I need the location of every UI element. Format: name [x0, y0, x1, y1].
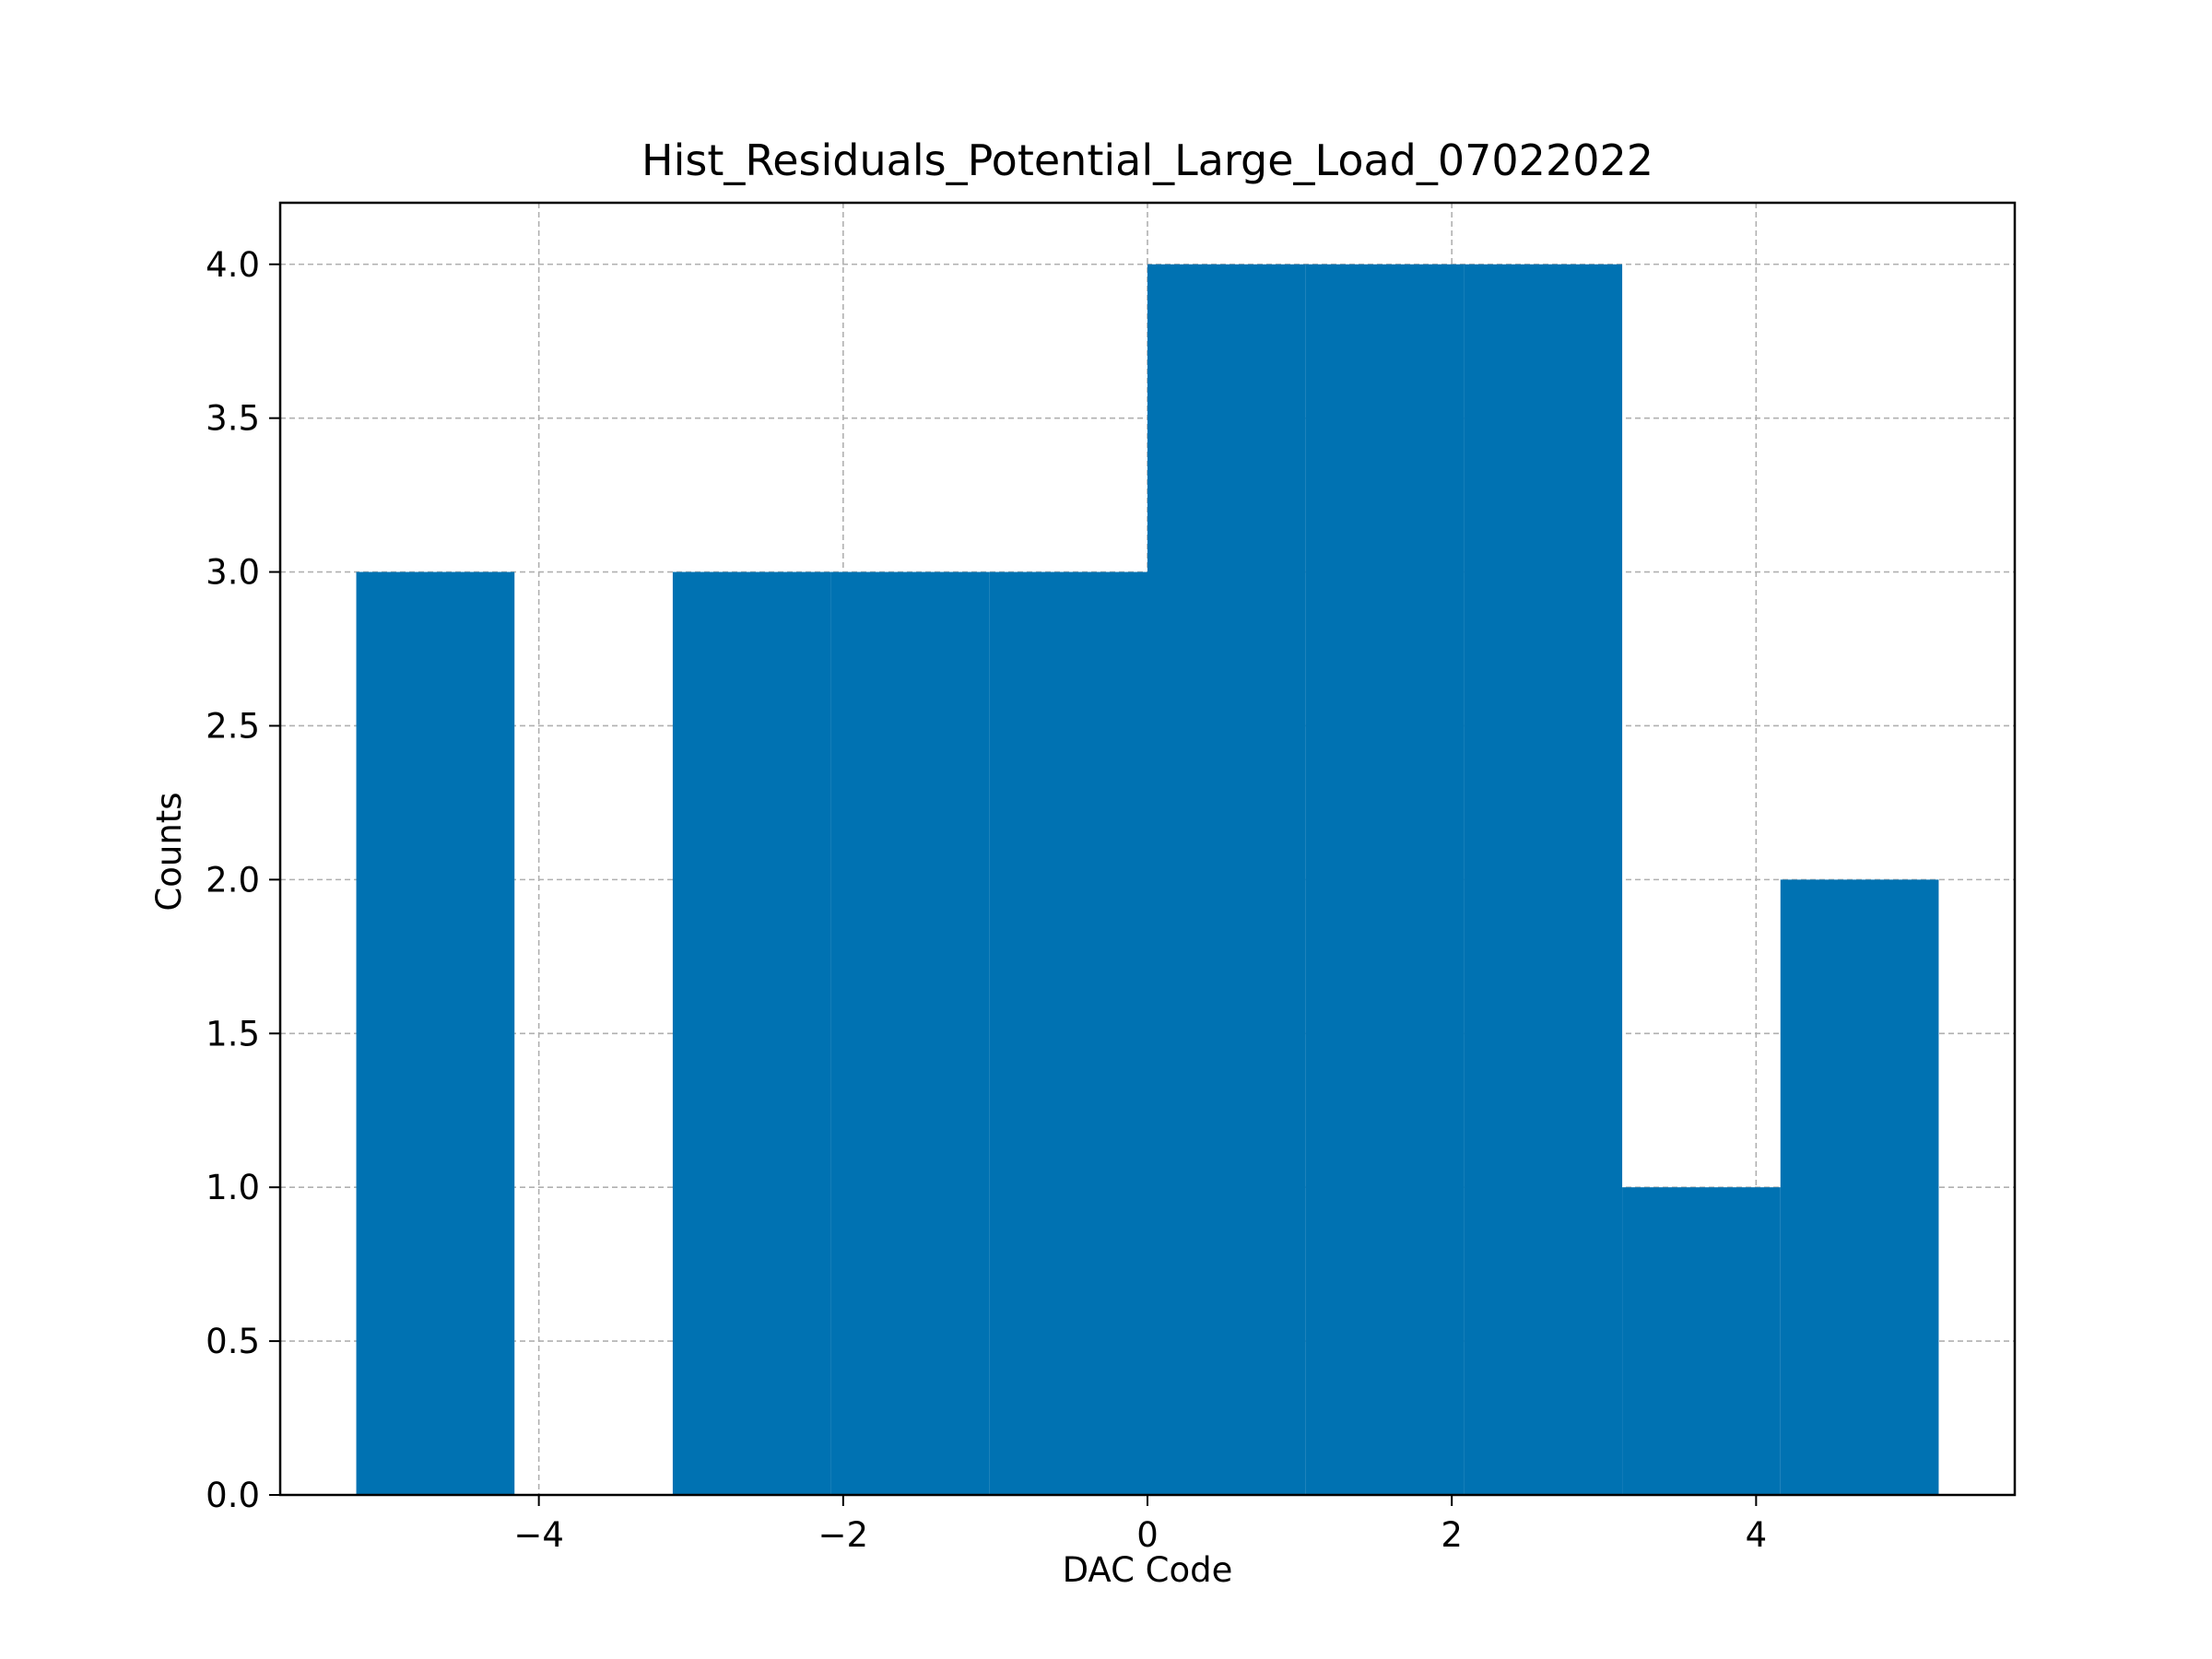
histogram-bar — [1464, 264, 1623, 1495]
y-tick-label: 1.5 — [206, 1014, 260, 1053]
histogram-bar — [1622, 1187, 1781, 1495]
x-tick-label: 0 — [1136, 1515, 1159, 1555]
y-tick-label: 3.0 — [206, 553, 260, 593]
y-axis-label: Counts — [149, 792, 189, 911]
x-tick-label: −2 — [818, 1515, 869, 1555]
histogram-bar — [1147, 264, 1306, 1495]
y-tick-label: 4.0 — [206, 245, 260, 285]
y-tick-label: 3.5 — [206, 399, 260, 439]
y-tick-label: 2.5 — [206, 706, 260, 746]
x-axis-label: DAC Code — [1063, 1550, 1233, 1590]
y-axis-ticks: 0.0 0.5 1.0 1.5 2.0 2.5 3.0 3.5 4.0 — [206, 245, 280, 1515]
histogram-bars — [356, 264, 1939, 1495]
x-tick-label: 2 — [1441, 1515, 1463, 1555]
histogram-bar — [1780, 879, 1939, 1495]
histogram-bar — [830, 571, 990, 1495]
histogram-bar — [989, 571, 1147, 1495]
y-tick-label: 0.5 — [206, 1322, 260, 1361]
histogram-bar — [1305, 264, 1465, 1495]
histogram-bar — [356, 571, 515, 1495]
x-tick-label: −4 — [513, 1515, 564, 1555]
y-tick-label: 1.0 — [206, 1168, 260, 1207]
x-axis-ticks: −4 −2 0 2 4 — [513, 1495, 1767, 1555]
y-tick-label: 2.0 — [206, 860, 260, 900]
y-tick-label: 0.0 — [206, 1476, 260, 1515]
histogram-bar — [672, 571, 831, 1495]
chart-title: Hist_Residuals_Potential_Large_Load_0702… — [641, 135, 1653, 185]
x-tick-label: 4 — [1746, 1515, 1768, 1555]
